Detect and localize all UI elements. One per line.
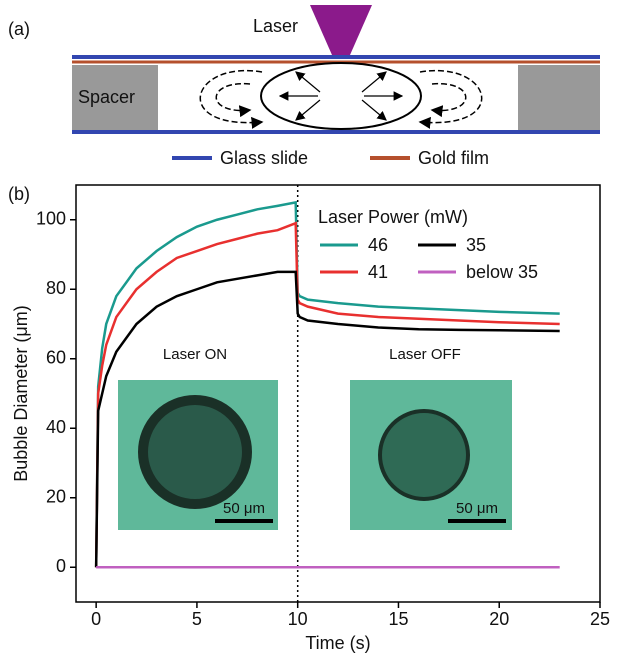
legend-label: 35 xyxy=(466,235,486,255)
scale-label: 50 μm xyxy=(456,500,498,517)
y-tick-label: 20 xyxy=(46,487,66,507)
scale-label: 50 μm xyxy=(223,500,265,517)
insets: 50 μm 50 μm Laser ON Laser OFF xyxy=(118,346,512,530)
bubble-image xyxy=(143,400,247,504)
y-tick-label: 60 xyxy=(46,348,66,368)
y-tick-label: 40 xyxy=(46,417,66,437)
panel-label: (b) xyxy=(8,184,30,204)
figure: (a) Laser Spacer Glass slide Gold film (… xyxy=(0,0,618,656)
annotation: Laser ON xyxy=(163,346,227,363)
x-tick-label: 15 xyxy=(388,609,408,629)
legend-label: Gold film xyxy=(418,148,489,168)
legend-title: Laser Power (mW) xyxy=(318,207,468,227)
legend-label: 46 xyxy=(368,235,388,255)
arrows xyxy=(280,72,402,120)
legend-label: below 35 xyxy=(466,262,538,282)
y-tick-label: 100 xyxy=(36,209,66,229)
y-tick-label: 80 xyxy=(46,278,66,298)
legend-label: Glass slide xyxy=(220,148,308,168)
spacer xyxy=(518,65,600,131)
annotation: Laser OFF xyxy=(389,346,461,363)
x-tick-label: 10 xyxy=(288,609,308,629)
bubble-image xyxy=(380,411,468,499)
laser-beam xyxy=(310,5,372,55)
x-tick-label: 0 xyxy=(91,609,101,629)
y-axis-label: Bubble Diameter (μm) xyxy=(11,305,31,481)
panel-label: (a) xyxy=(8,19,30,39)
y-tick-label: 0 xyxy=(56,556,66,576)
x-axis-label: Time (s) xyxy=(305,633,370,653)
x-tick-label: 5 xyxy=(192,609,202,629)
spacer-label: Spacer xyxy=(78,87,135,107)
laser-label: Laser xyxy=(253,16,298,36)
flow-loops xyxy=(200,71,481,123)
x-tick-label: 25 xyxy=(590,609,610,629)
legend-label: 41 xyxy=(368,262,388,282)
x-tick-label: 20 xyxy=(489,609,509,629)
diagram: (a) Laser Spacer Glass slide Gold film xyxy=(8,5,600,168)
